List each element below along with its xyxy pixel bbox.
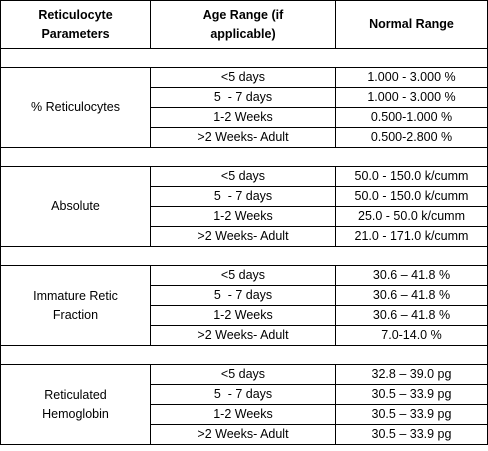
text-line: Normal Range (369, 17, 454, 31)
age-cell: >2 Weeks- Adult (150, 424, 336, 445)
range-cell: 30.6 – 41.8 % (335, 285, 488, 306)
age-cell: 5 - 7 days (150, 186, 336, 207)
range-cell: 0.500-2.800 % (335, 127, 488, 148)
range-cell: 1.000 - 3.000 % (335, 67, 488, 88)
range-cell: 30.5 – 33.9 pg (335, 404, 488, 425)
age-cell: <5 days (150, 67, 336, 88)
parameter-cell: % Reticulocytes (0, 67, 151, 148)
data-row: 5 - 7 days 1.000 - 3.000 % (1, 87, 488, 108)
age-cell: 1-2 Weeks (150, 404, 336, 425)
header-cell: Normal Range (335, 0, 488, 49)
text-line: % Reticulocytes (31, 100, 120, 114)
header-cell: Age Range (if applicable) (150, 0, 336, 49)
spacer-cell (0, 147, 488, 167)
age-cell: <5 days (150, 265, 336, 286)
age-cell: >2 Weeks- Adult (150, 325, 336, 346)
data-row: Absolute <5 days 50.0 - 150.0 k/cumm (0, 166, 488, 247)
parameter-cell: Absolute (0, 166, 151, 247)
range-cell: 50.0 - 150.0 k/cumm (335, 186, 488, 207)
range-cell: 25.0 - 50.0 k/cumm (335, 206, 488, 227)
age-cell: 1-2 Weeks (150, 305, 336, 326)
range-cell: 50.0 - 150.0 k/cumm (335, 166, 488, 187)
spacer-cell (0, 48, 488, 68)
spacer-cell (0, 246, 488, 266)
age-cell: 1-2 Weeks (150, 206, 336, 227)
range-cell: 32.8 – 39.0 pg (335, 364, 488, 385)
text-line: Reticulated (44, 387, 107, 402)
age-cell: <5 days (150, 166, 336, 187)
text-line: Immature Retic (33, 288, 118, 303)
text-line: Age Range (if (202, 7, 284, 22)
range-cell: 30.6 – 41.8 % (335, 265, 488, 286)
spacer-row (0, 345, 488, 365)
header-row: Reticulocyte Parameters Age Range (if appli… (0, 0, 488, 49)
header-cell: Reticulocyte Parameters (0, 0, 151, 49)
text-line: applicable) (210, 26, 276, 41)
range-cell: 30.5 – 33.9 pg (335, 384, 488, 405)
age-cell: <5 days (150, 364, 336, 385)
age-cell: 5 - 7 days (150, 285, 336, 306)
parameter-cell: Reticulated Hemoglobin (0, 364, 151, 445)
parameter-cell: Immature Retic Fraction (0, 265, 151, 346)
text-line: Parameters (41, 26, 110, 41)
age-cell: 5 - 7 days (150, 87, 336, 108)
data-row: 1-2 Weeks 25.0 - 50.0 k/cumm (1, 206, 488, 227)
data-row: % Reticulocytes <5 days 1.000 - 3.000 % (0, 67, 488, 148)
data-row: >2 Weeks- Adult 0.500-2.800 % (1, 127, 488, 148)
data-row: Immature Retic Fraction <5 days 30.6 – 41.8… (0, 265, 488, 346)
text-line: Hemoglobin (42, 406, 109, 421)
range-cell: 21.0 - 171.0 k/cumm (335, 226, 488, 247)
range-cell: 30.5 – 33.9 pg (335, 424, 488, 445)
text-line: Fraction (52, 307, 99, 322)
data-row: 5 - 7 days 30.5 – 33.9 pg (1, 384, 488, 405)
range-cell: 30.6 – 41.8 % (335, 305, 488, 326)
range-cell: 1.000 - 3.000 % (335, 87, 488, 108)
spacer-row (0, 48, 488, 68)
age-cell: 1-2 Weeks (150, 107, 336, 128)
spacer-cell (0, 345, 488, 365)
range-cell: 7.0-14.0 % (335, 325, 488, 346)
text-line: Absolute (51, 199, 100, 213)
age-cell: 5 - 7 days (150, 384, 336, 405)
text-line: Reticulocyte (38, 7, 113, 22)
data-row: Reticulated Hemoglobin <5 days 32.8 – 39.0 … (0, 364, 488, 445)
spacer-row (0, 246, 488, 266)
age-cell: >2 Weeks- Adult (150, 127, 336, 148)
data-row: >2 Weeks- Adult 30.5 – 33.9 pg (1, 424, 488, 445)
age-cell: >2 Weeks- Adult (150, 226, 336, 247)
range-cell: 0.500-1.000 % (335, 107, 488, 128)
spacer-row (0, 147, 488, 167)
